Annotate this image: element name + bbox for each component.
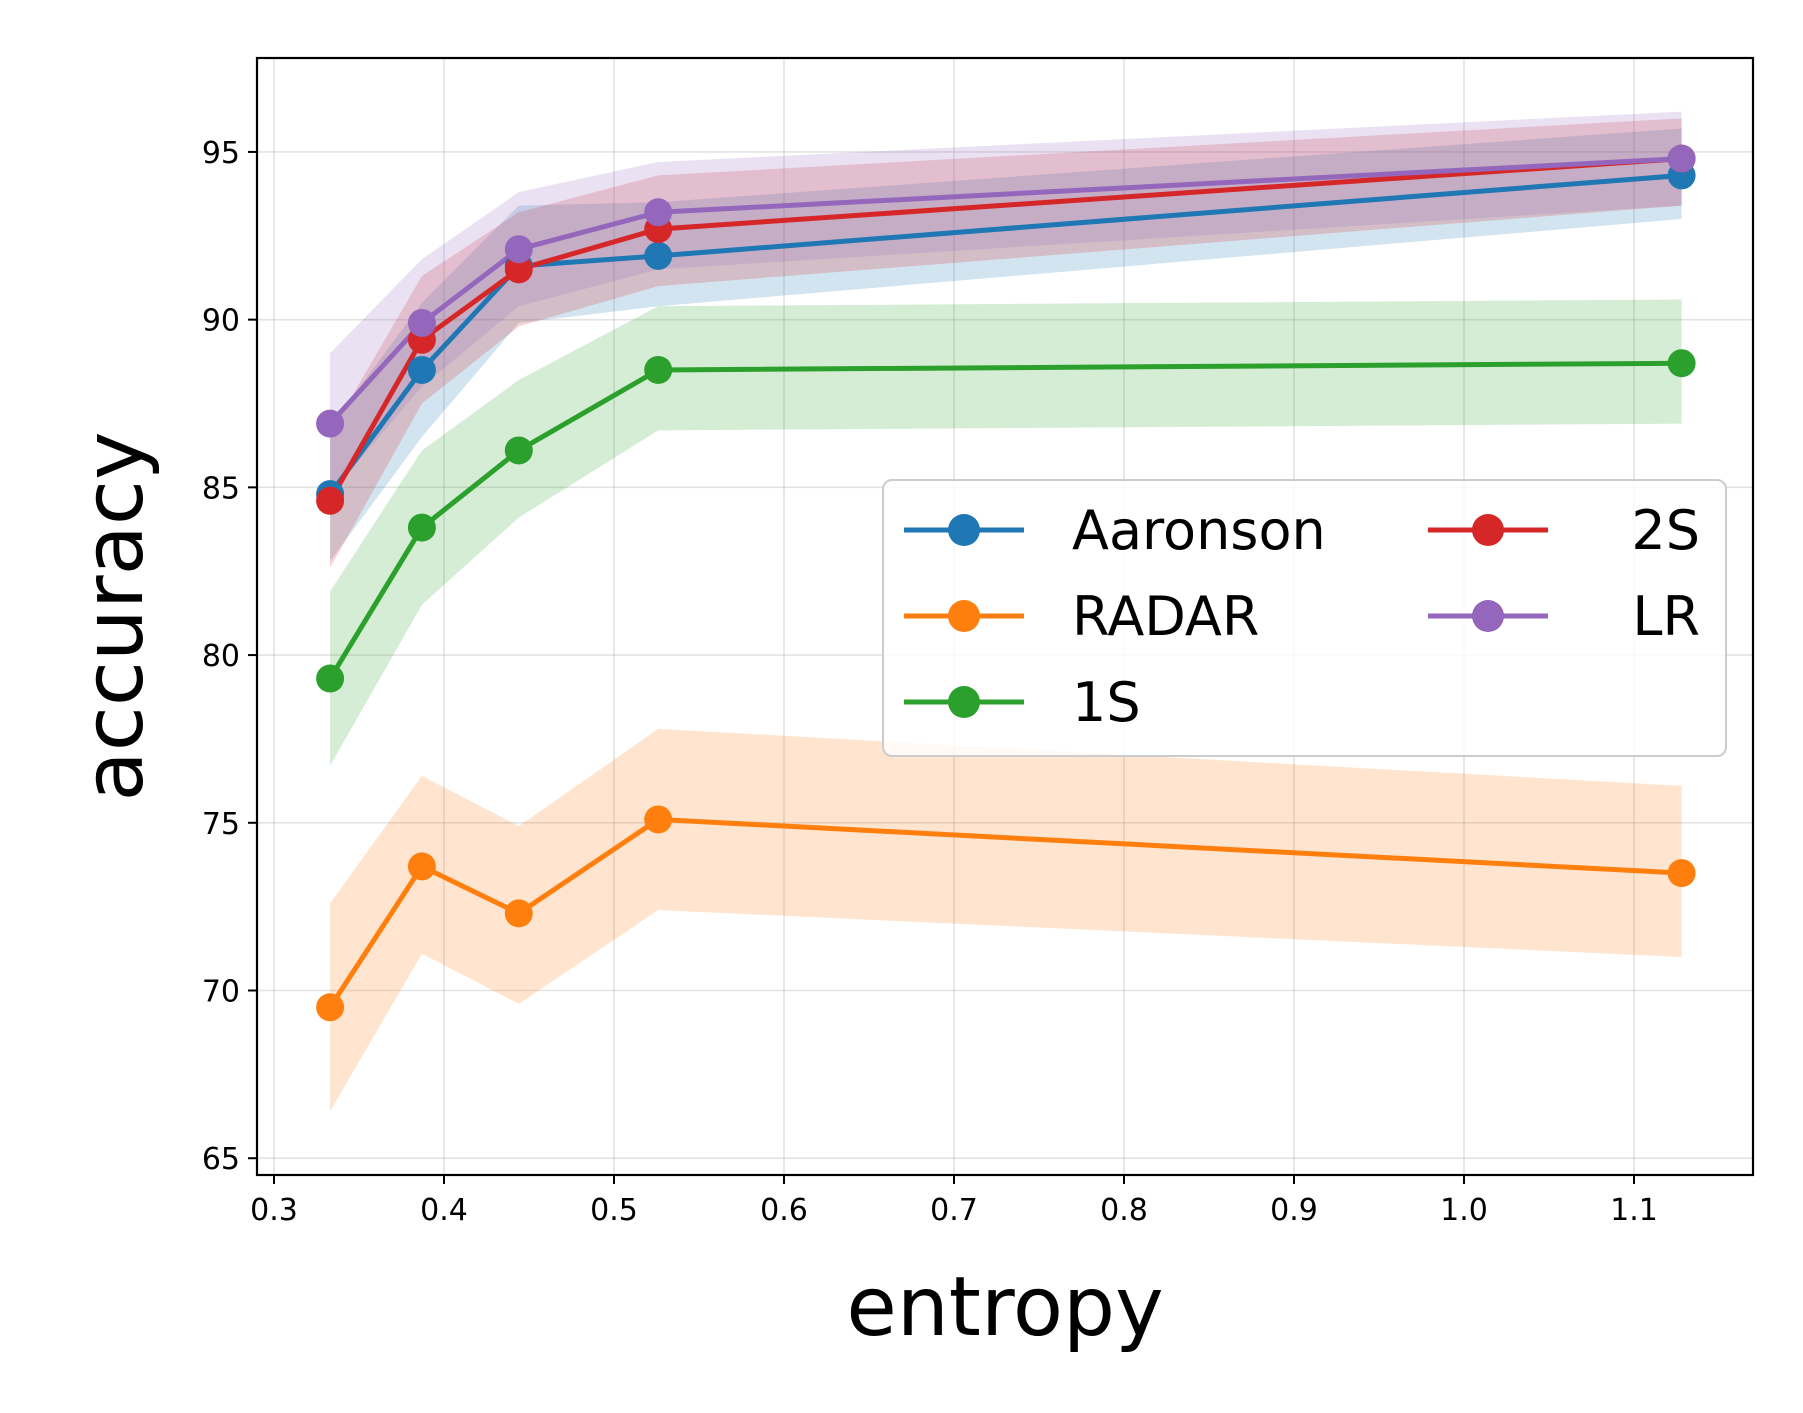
point-lr [644, 198, 673, 227]
legend-label-1s: 1S [1072, 671, 1141, 734]
x-tick-label: 0.9 [1270, 1193, 1318, 1228]
band-1s [330, 299, 1682, 766]
x-tick-label: 0.7 [930, 1193, 978, 1228]
x-axis-ticks: 0.3 0.4 0.5 0.6 0.7 0.8 0.9 1.0 1.1 [250, 1175, 1658, 1228]
x-tick-label: 0.6 [760, 1193, 808, 1228]
legend-marker-2s [1472, 514, 1504, 546]
point-lr [1667, 144, 1696, 173]
legend-marker-radar [948, 600, 980, 632]
legend-frame [882, 479, 1727, 757]
legend: Aaronson RADAR 1S 2S LR [882, 479, 1727, 757]
point-aaronson [644, 241, 673, 270]
legend-marker-lr [1472, 600, 1504, 632]
point-1s [316, 664, 345, 693]
point-1s [644, 355, 673, 384]
legend-label-2s: 2S [1631, 499, 1700, 562]
legend-label-aaronson: Aaronson [1072, 499, 1326, 562]
x-axis-label: entropy [846, 1260, 1163, 1355]
point-aaronson [407, 355, 436, 384]
point-1s [1667, 349, 1696, 378]
point-radar [644, 805, 673, 834]
x-tick-label: 0.3 [250, 1193, 298, 1228]
x-tick-label: 0.4 [420, 1193, 468, 1228]
legend-label-lr: LR [1632, 585, 1700, 648]
x-tick-label: 0.8 [1100, 1193, 1148, 1228]
point-1s [407, 513, 436, 542]
y-tick-label: 85 [202, 471, 240, 506]
point-radar [1667, 859, 1696, 888]
x-tick-label: 1.1 [1610, 1193, 1658, 1228]
y-tick-label: 75 [202, 807, 240, 842]
point-radar [407, 852, 436, 881]
series-points [316, 144, 1696, 1022]
point-lr [316, 409, 345, 438]
point-2s [316, 486, 345, 515]
y-tick-label: 65 [202, 1142, 240, 1177]
legend-label-radar: RADAR [1072, 585, 1259, 648]
point-lr [504, 235, 533, 264]
y-axis-label: accuracy [67, 432, 162, 802]
x-tick-label: 0.5 [590, 1193, 638, 1228]
y-tick-label: 95 [202, 136, 240, 171]
y-tick-label: 80 [202, 639, 240, 674]
legend-marker-aaronson [948, 514, 980, 546]
point-radar [316, 993, 345, 1022]
y-tick-label: 70 [202, 975, 240, 1010]
point-radar [504, 899, 533, 928]
point-1s [504, 436, 533, 465]
point-2s [504, 255, 533, 284]
x-tick-label: 1.0 [1440, 1193, 1488, 1228]
y-axis-ticks: 65 70 75 80 85 90 95 [202, 136, 257, 1177]
y-tick-label: 90 [202, 304, 240, 339]
point-lr [407, 308, 436, 337]
legend-marker-1s [948, 686, 980, 718]
plot-frame [255, 56, 1755, 1177]
